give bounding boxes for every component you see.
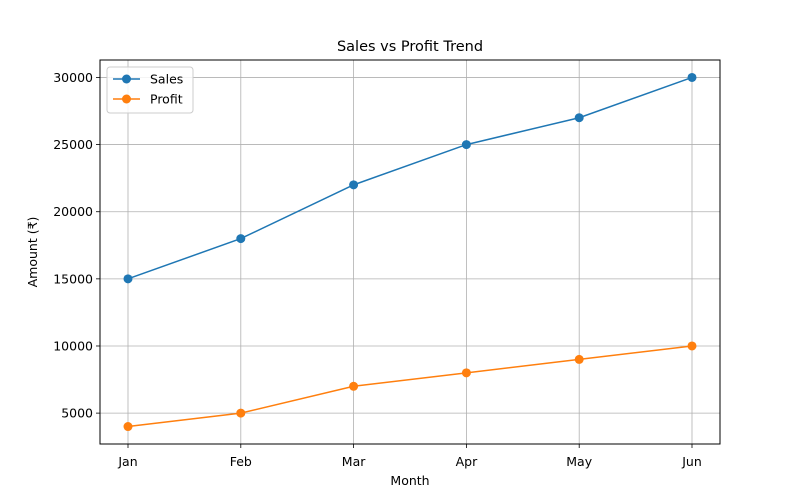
- data-point-sales: [236, 234, 246, 244]
- y-tick-label: 15000: [53, 271, 93, 286]
- legend-marker-sales: [122, 74, 131, 84]
- y-tick-label: 20000: [53, 204, 93, 219]
- x-tick-label: Jun: [681, 454, 702, 469]
- x-axis-label: Month: [390, 473, 429, 488]
- y-axis-label: Amount (₹): [25, 217, 40, 288]
- x-tick-label: Mar: [342, 454, 366, 469]
- plot-area-frame: [99, 59, 721, 445]
- x-tick-label: Apr: [456, 454, 478, 469]
- y-tick-label: 30000: [53, 70, 93, 85]
- legend-entry-profit: Profit: [113, 92, 183, 107]
- y-tick-label: 5000: [61, 406, 93, 421]
- series-line-sales: [127, 76, 693, 280]
- data-point-sales: [461, 140, 471, 150]
- data-point-profit: [574, 354, 584, 364]
- chart-title: Sales vs Profit Trend: [337, 39, 483, 55]
- series-group: [123, 72, 697, 432]
- axis-ticks: Jan Feb Mar Apr May Jun 5000 10000 15000 20000 250…: [53, 70, 702, 469]
- legend-label-profit: Profit: [150, 92, 183, 107]
- legend: Sales Profit: [106, 66, 194, 114]
- grid-lines: [100, 60, 720, 444]
- data-point-sales: [123, 274, 133, 284]
- y-tick-label: 10000: [53, 338, 93, 353]
- x-tick-label: Jan: [117, 454, 137, 469]
- data-point-profit: [461, 368, 471, 378]
- y-tick-label: 25000: [53, 137, 93, 152]
- data-point-sales: [349, 180, 359, 190]
- legend-entry-sales: Sales: [113, 72, 183, 87]
- x-tick-label: May: [566, 454, 592, 469]
- data-point-sales: [574, 113, 584, 123]
- legend-marker-profit: [122, 94, 131, 104]
- x-tick-label: Feb: [230, 454, 252, 469]
- data-point-profit: [123, 422, 133, 432]
- data-point-profit: [236, 408, 246, 418]
- data-point-profit: [349, 381, 359, 391]
- data-point-profit: [687, 341, 697, 351]
- series-line-profit: [127, 345, 693, 428]
- legend-label-sales: Sales: [150, 72, 183, 87]
- data-point-sales: [687, 72, 697, 82]
